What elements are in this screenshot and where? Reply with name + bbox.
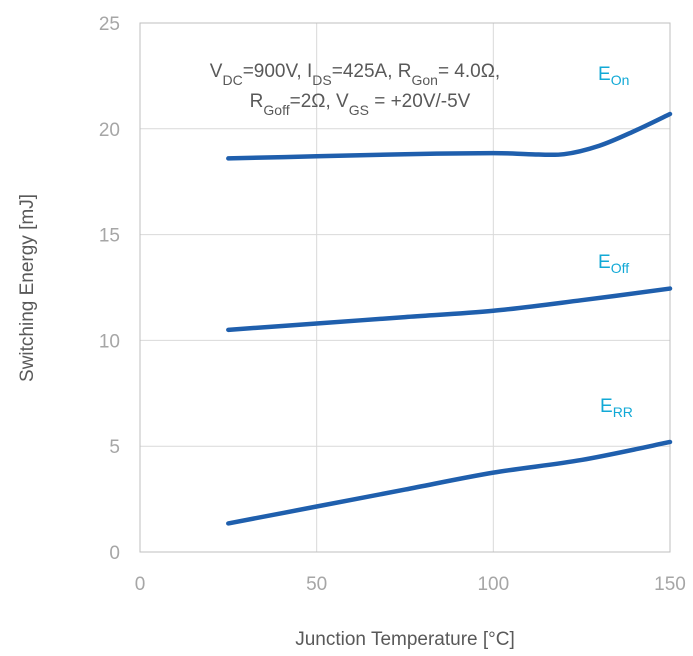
grid xyxy=(140,23,670,552)
series-label-off: EOff xyxy=(598,252,629,276)
conditions-annotation-line-1: VDC=900V, IDS=425A, RGon= 4.0Ω, xyxy=(210,61,500,88)
y-tick-label: 25 xyxy=(99,14,120,35)
series-lines xyxy=(226,111,673,526)
y-tick-label: 10 xyxy=(99,331,120,352)
y-axis-title: Switching Energy [mJ] xyxy=(17,194,38,382)
x-axis-title: Junction Temperature [°C] xyxy=(295,629,515,650)
x-tick-label: 0 xyxy=(135,574,146,595)
series-line-rr xyxy=(226,439,673,526)
series-label-rr: ERR xyxy=(600,396,633,420)
y-axis-ticks: 0 5 10 15 20 25 xyxy=(99,14,120,564)
x-tick-label: 50 xyxy=(306,574,327,595)
series-label-on: EOn xyxy=(598,64,629,88)
conditions-annotation-line-2: RGoff=2Ω, VGS = +20V/-5V xyxy=(250,91,471,118)
x-axis-ticks: 0 50 100 150 xyxy=(135,574,686,595)
series-line-off xyxy=(226,286,673,333)
y-tick-label: 15 xyxy=(99,226,120,247)
series-labels: EOn EOff ERR xyxy=(598,64,633,420)
series-line-on xyxy=(226,111,673,161)
y-tick-label: 0 xyxy=(109,543,120,564)
y-tick-label: 20 xyxy=(99,120,120,141)
x-tick-label: 100 xyxy=(477,574,509,595)
y-tick-label: 5 xyxy=(109,437,120,458)
x-tick-label: 150 xyxy=(654,574,686,595)
